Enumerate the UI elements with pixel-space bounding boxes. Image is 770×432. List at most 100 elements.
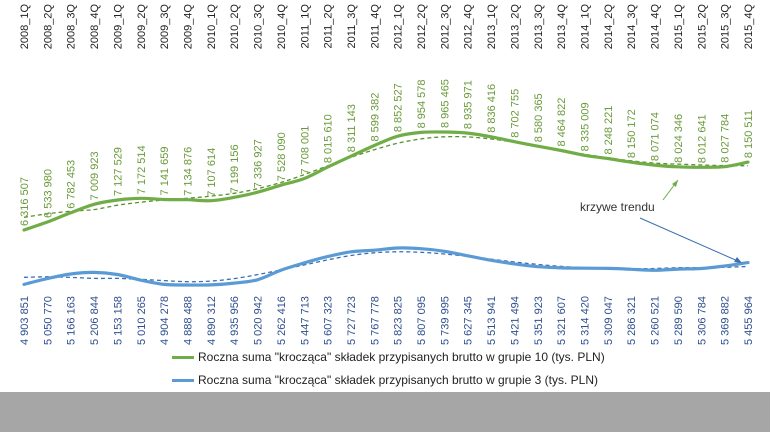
x-tick-label: 2012_2Q	[416, 4, 428, 50]
x-tick-label: 2008_2Q	[42, 4, 54, 50]
x-tick-label: 2009_1Q	[112, 4, 124, 50]
trend-annotation: krzywe trendu	[580, 179, 742, 263]
x-tick-label: 2011_3Q	[346, 4, 358, 49]
x-tick-label: 2013_4Q	[556, 4, 568, 50]
data-label: 5 289 590	[673, 296, 685, 345]
legend-swatch-blue	[172, 378, 194, 382]
data-label: 5 807 095	[416, 296, 428, 345]
data-label: 8 935 971	[463, 80, 475, 129]
legend-item-grupa-3: Roczna suma "krocząca" składek przypisan…	[172, 373, 598, 387]
data-label: 5 767 778	[369, 296, 381, 345]
data-label: 5 455 964	[743, 296, 755, 345]
data-label: 7 141 659	[159, 147, 171, 196]
legend-swatch-green	[172, 355, 194, 359]
x-tick-label: 2011_1Q	[299, 4, 311, 49]
x-tick-label: 2010_3Q	[253, 4, 265, 50]
x-tick-label: 2008_4Q	[89, 4, 101, 50]
x-tick-label: 2008_1Q	[19, 4, 31, 50]
data-label: 5 823 825	[393, 296, 405, 345]
data-label: 7 134 876	[182, 147, 194, 196]
data-label: 4 904 278	[159, 296, 171, 345]
footer-bar	[0, 392, 770, 432]
data-label: 8 580 365	[533, 93, 545, 142]
x-tick-label: 2009_3Q	[159, 4, 171, 50]
data-label: 5 727 723	[346, 296, 358, 345]
data-label: 8 150 511	[743, 110, 755, 158]
data-label: 8 954 578	[416, 79, 428, 128]
x-tick-label: 2013_1Q	[486, 4, 498, 50]
x-tick-label: 2013_2Q	[509, 4, 521, 50]
x-tick-label: 2010_1Q	[206, 4, 218, 50]
data-label: 8 150 172	[626, 109, 638, 158]
annotation-arrowhead-blue	[734, 257, 742, 263]
x-tick-label: 2014_2Q	[603, 4, 615, 50]
trend-annotation-label: krzywe trendu	[580, 200, 655, 214]
data-label: 5 166 163	[66, 296, 78, 345]
x-tick-label: 2010_2Q	[229, 4, 241, 50]
x-tick-label: 2015_3Q	[720, 4, 732, 50]
legend-item-grupa-10: Roczna suma "krocząca" składek przypisan…	[172, 350, 605, 364]
legend-label-grupa-3: Roczna suma "krocząca" składek przypisan…	[198, 373, 599, 387]
data-label: 5 286 321	[626, 296, 638, 345]
data-label: 8 024 346	[673, 114, 685, 163]
data-label: 6 533 980	[42, 169, 54, 218]
data-label: 7 528 090	[276, 132, 288, 181]
x-tick-label: 2008_3Q	[66, 4, 78, 50]
data-label: 5 321 607	[556, 296, 568, 345]
data-label: 7 336 927	[253, 139, 265, 188]
data-label: 5 306 784	[696, 296, 708, 345]
data-label: 8 311 143	[346, 104, 358, 152]
data-label: 8 599 382	[369, 93, 381, 142]
x-tick-label: 2015_1Q	[673, 4, 685, 50]
data-label: 5 260 521	[650, 296, 662, 345]
data-label: 6 316 507	[19, 177, 31, 226]
x-tick-label: 2009_2Q	[136, 4, 148, 50]
data-label: 8 012 641	[696, 114, 708, 163]
x-tick-label: 2014_1Q	[580, 4, 592, 50]
x-tick-label: 2012_1Q	[393, 4, 405, 50]
data-label: 7 708 001	[299, 126, 311, 175]
data-label: 8 071 074	[650, 112, 662, 161]
x-tick-label: 2014_4Q	[650, 4, 662, 50]
series-line	[22, 130, 750, 232]
data-label: 8 248 221	[603, 106, 615, 155]
data-label: 5 314 420	[580, 296, 592, 345]
data-label: 5 010 265	[136, 296, 148, 345]
data-label: 5 627 345	[463, 296, 475, 345]
data-label: 8 015 610	[323, 114, 335, 163]
x-tick-label: 2015_2Q	[696, 4, 708, 50]
chart-canvas: 2008_1Q 2008_2Q 2008_3Q 2008_4Q 2009_1Q 2009_…	[19, 4, 755, 345]
trend-line	[23, 251, 749, 283]
data-label: 8 836 416	[486, 84, 498, 133]
annotation-arrow-blue	[639, 217, 741, 263]
data-label: 5 607 323	[323, 296, 335, 345]
data-label: 6 782 453	[66, 160, 78, 209]
x-tick-label: 2015_4Q	[743, 4, 755, 50]
data-label: 4 888 488	[182, 296, 194, 345]
data-label: 7 009 923	[89, 151, 101, 200]
data-label: 4 903 851	[19, 296, 31, 345]
annotation-arrowhead-green	[672, 180, 678, 187]
data-label: 7 107 614	[206, 148, 218, 197]
data-label: 5 153 158	[112, 296, 124, 345]
data-label: 7 199 156	[229, 144, 241, 193]
data-label: 5 262 416	[276, 296, 288, 345]
data-label: 5 369 882	[720, 296, 732, 345]
series-grupa-10: 6 316 507 6 533 980 6 782 453 7 009 923 7 12…	[19, 79, 755, 232]
series-line	[22, 246, 750, 287]
data-label: 5 513 941	[486, 296, 498, 345]
data-label: 5 020 942	[253, 296, 265, 345]
x-tick-label: 2009_4Q	[182, 4, 194, 50]
data-label: 7 127 529	[112, 147, 124, 196]
legend-label-grupa-10: Roczna suma "krocząca" składek przypisan…	[198, 350, 605, 364]
data-label: 5 447 713	[299, 296, 311, 345]
x-tick-label: 2012_4Q	[463, 4, 475, 50]
data-label: 5 206 844	[89, 296, 101, 345]
x-tick-label: 2014_3Q	[626, 4, 638, 50]
x-axis-tick-labels: 2008_1Q 2008_2Q 2008_3Q 2008_4Q 2009_1Q 2009_…	[19, 4, 755, 50]
x-tick-label: 2012_3Q	[439, 4, 451, 50]
data-label: 5 421 494	[509, 296, 521, 345]
data-label: 5 050 770	[42, 296, 54, 345]
data-label: 8 335 009	[580, 102, 592, 151]
data-label: 4 890 312	[206, 296, 218, 345]
